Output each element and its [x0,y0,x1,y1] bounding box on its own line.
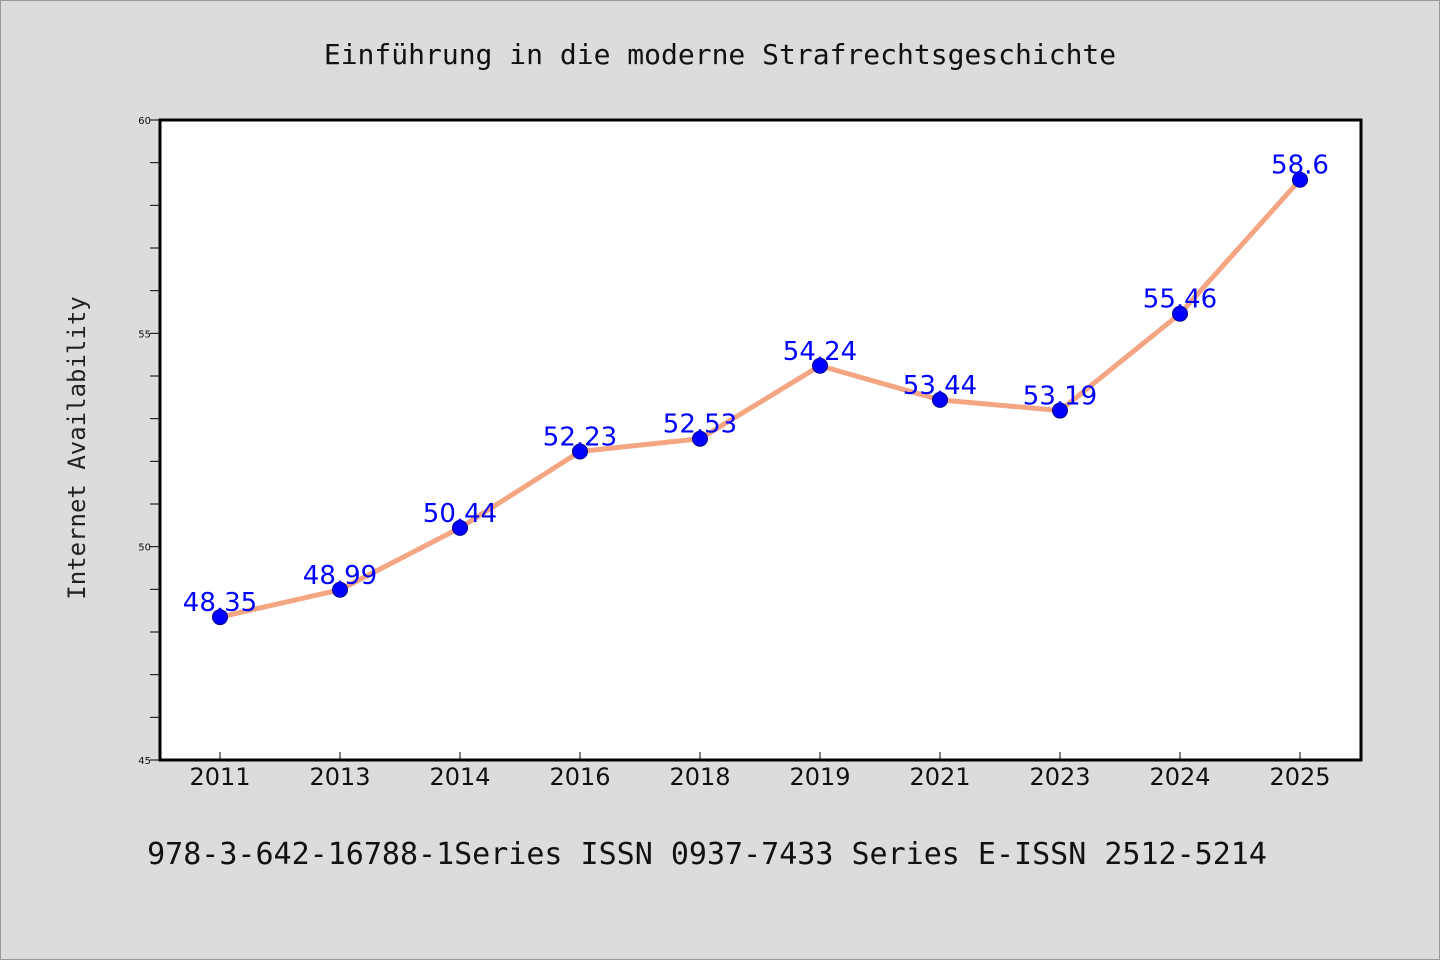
x-tick-label: 2025 [1269,763,1330,791]
data-point [452,519,468,536]
x-tick-label: 2021 [909,763,970,791]
x-tick-label: 2013 [309,763,370,791]
y-axis-label: Internet Availability [63,296,91,599]
data-label: 52.23 [543,423,617,453]
data-point [692,430,708,447]
data-markers [212,171,1308,626]
y-axis: 45 50 55 60 [138,116,160,767]
data-label: 48.35 [183,588,257,618]
x-tick-label: 2011 [189,763,250,791]
y-tick-label: 45 [138,756,151,767]
data-point [572,443,588,460]
x-tick-label: 2014 [429,763,490,791]
data-point [212,609,228,626]
data-label: 54.24 [783,337,857,367]
data-label: 53.19 [1023,382,1097,412]
x-axis: 2011 2013 2014 2016 2018 2019 2021 2023 2024 2025 [189,752,1331,791]
data-label: 50.44 [423,499,497,529]
data-label: 48.99 [303,561,377,591]
data-label: 53.44 [903,371,977,401]
y-tick-label: 60 [138,116,151,127]
data-point [1292,171,1308,188]
x-tick-label: 2018 [669,763,730,791]
x-tick-label: 2024 [1149,763,1210,791]
x-tick-label: 2016 [549,763,610,791]
data-point [812,357,828,374]
y-tick-label: 50 [138,543,151,554]
plot-area [158,118,1363,762]
data-labels: 48.35 48.99 50.44 52.23 52.53 54.24 53.44 53.19… [183,151,1329,618]
data-label: 55.46 [1143,285,1217,315]
data-label: 52.53 [663,410,737,440]
data-point [932,391,948,408]
data-point [1172,305,1188,322]
y-tick-label: 55 [138,329,151,340]
x-tick-label: 2019 [789,763,850,791]
data-point [1052,402,1068,419]
x-tick-label: 2023 [1029,763,1090,791]
footer-isbn-text: 978-3-642-16788-1Series ISSN 0937-7433 S… [147,837,1267,872]
data-label: 58.6 [1271,151,1329,181]
series-line-group [217,177,1303,620]
chart-title: Einführung in die moderne Strafrechtsges… [324,38,1116,71]
series-line [217,177,1303,620]
data-point [332,581,348,598]
